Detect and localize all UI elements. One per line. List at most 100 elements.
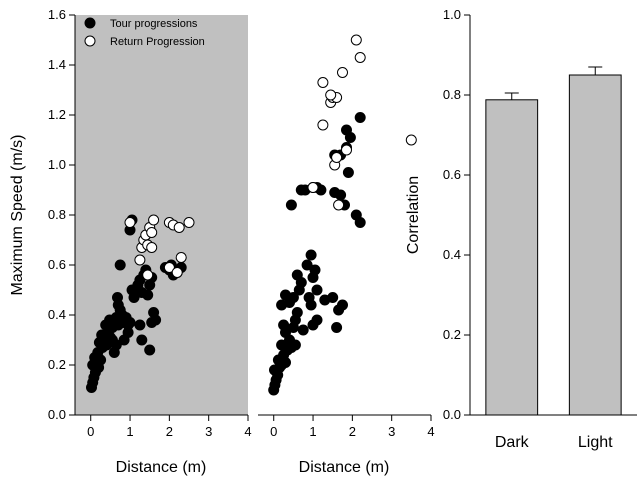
panel-b-tour-point <box>280 289 291 301</box>
panel-b-tour-point <box>337 299 348 311</box>
panel-b-tour-point <box>291 269 303 281</box>
panel-a-x-tick-label: 4 <box>244 424 251 439</box>
panel-b-x-axis-label: Distance (m) <box>299 459 390 476</box>
panel-c-y-tick-label: 0.8 <box>443 87 461 102</box>
panel-b-return-point <box>405 134 417 146</box>
panel-a-return-point <box>148 214 160 226</box>
panel-a-x-axis-label: Distance (m) <box>116 459 207 476</box>
panel-b-x-tick-label: 2 <box>349 424 356 439</box>
panel-b-return-point <box>350 34 362 46</box>
legend-tour-marker <box>84 17 96 29</box>
panel-a-tour-point <box>114 304 126 316</box>
panel-a-tour-point <box>95 354 107 366</box>
panel-b-tour-point <box>280 357 291 368</box>
panel-b-tour-point <box>285 199 297 211</box>
panel-c-y-axis-label: Correlation <box>405 176 422 254</box>
panel-a-x-tick-label: 1 <box>126 424 133 439</box>
panel-b-x-tick-label: 3 <box>388 424 395 439</box>
panel-a-x-tick-label: 3 <box>205 424 212 439</box>
panel-b-tour-point <box>305 299 317 311</box>
panel-a-tour-point <box>134 319 146 331</box>
panel-a-tour-point <box>124 317 136 328</box>
panel-b-tour-point <box>276 299 288 311</box>
panel-a-return-point <box>183 217 195 228</box>
panel-b-tour-point <box>289 339 301 351</box>
panel-b-return-point <box>325 89 337 101</box>
panel-a-return-point <box>124 217 136 228</box>
panel-b-tour-point <box>305 249 317 261</box>
panel-b-tour-point <box>301 259 313 271</box>
panel-a-y-tick-label: 0.8 <box>48 207 66 222</box>
category-label-light: Light <box>578 434 613 451</box>
panel-b-tour-point <box>278 319 290 331</box>
legend-return-label: Return Progression <box>110 36 205 48</box>
panel-a-tour-point <box>136 334 148 346</box>
panel-c-y-tick-label: 0.0 <box>443 407 461 422</box>
panel-b-x-tick-label: 4 <box>427 424 434 439</box>
panel-b-tour-point <box>354 217 366 228</box>
panel-a-return-point <box>146 242 158 253</box>
panel-b-x-tick-label: 0 <box>270 424 277 439</box>
panel-a-points <box>86 214 195 393</box>
panel-a-y-tick-label: 0.2 <box>48 357 66 372</box>
panel-b-tour-point <box>307 319 319 331</box>
panel-b-tour-point <box>342 167 354 178</box>
bar-dark <box>485 99 539 416</box>
panel-b-tour-point <box>341 124 352 136</box>
panel-a-x-tick-label: 2 <box>166 424 173 439</box>
panel-b-tour-point <box>331 322 343 333</box>
panel-a-y-tick-label: 0.0 <box>48 407 66 422</box>
panel-b-tour-point <box>291 307 303 318</box>
panel-a-y-tick-label: 1.6 <box>48 7 66 22</box>
panel-b: 0 1 2 3 4 Distance (m) <box>258 34 435 476</box>
panel-c-bars <box>485 66 622 416</box>
panel-b-return-point <box>317 77 329 88</box>
panel-a-y-axis-label: Maximum Speed (m/s) <box>9 135 26 296</box>
panel-c: 0.0 0.2 0.4 0.6 0.8 1.0 Dark Light Correlation <box>405 7 637 451</box>
panel-b-tour-point <box>297 324 309 336</box>
panel-b-tour-point <box>311 284 323 296</box>
panel-b-return-point <box>333 199 345 211</box>
panel-a-y-tick-label: 0.4 <box>48 307 66 322</box>
panel-a-tour-point <box>146 317 158 328</box>
category-label-dark: Dark <box>495 434 530 451</box>
panel-a-return-point <box>171 267 183 278</box>
panel-b-tour-point <box>354 112 366 123</box>
panel-b-x-tick-label: 1 <box>309 424 316 439</box>
panel-a-return-point <box>163 262 175 273</box>
panel-a-x-tick-label: 0 <box>87 424 94 439</box>
panel-a-y-ticks: 0.0 0.2 0.4 0.6 0.8 1.0 1.2 1.4 1.6 <box>48 7 75 422</box>
panel-b-tour-point <box>327 292 339 303</box>
panel-b-return-point <box>317 119 329 131</box>
panel-b-tour-point <box>335 189 347 201</box>
panel-a-tour-point <box>122 327 134 338</box>
legend-tour-label: Tour progressions <box>110 18 198 30</box>
panel-b-tour-point <box>309 264 321 276</box>
panel-c-y-tick-label: 1.0 <box>443 7 461 22</box>
panel-a-return-point <box>173 222 185 233</box>
panel-a-y-tick-label: 1.0 <box>48 157 66 172</box>
panel-a-return-point <box>142 269 154 281</box>
panel-a-x-ticks: 0 1 2 3 4 <box>87 415 252 439</box>
panel-a-tour-point <box>142 289 154 301</box>
panel-c-y-tick-label: 0.6 <box>443 167 461 182</box>
panel-a-y-tick-label: 1.4 <box>48 57 66 72</box>
bar-light <box>568 74 622 416</box>
panel-b-return-point <box>341 144 352 156</box>
panel-a-tour-point <box>128 292 140 303</box>
panel-c-y-tick-label: 0.2 <box>443 327 461 342</box>
panel-b-return-point <box>354 52 366 63</box>
panel-a-return-point <box>146 227 158 238</box>
panel-a-tour-point <box>112 292 123 303</box>
panel-b-return-point <box>331 152 343 163</box>
panel-c-category-labels: Dark Light <box>495 434 613 451</box>
panel-b-return-point <box>337 67 348 78</box>
panel-a-y-tick-label: 0.6 <box>48 257 66 272</box>
panel-a-return-point <box>134 254 146 266</box>
legend: Tour progressions Return Progression <box>84 17 205 48</box>
panel-a-y-tick-label: 1.2 <box>48 107 66 122</box>
panel-a-tour-point <box>114 259 126 271</box>
panel-a-tour-point <box>106 334 118 346</box>
panel-b-return-point <box>307 182 319 193</box>
